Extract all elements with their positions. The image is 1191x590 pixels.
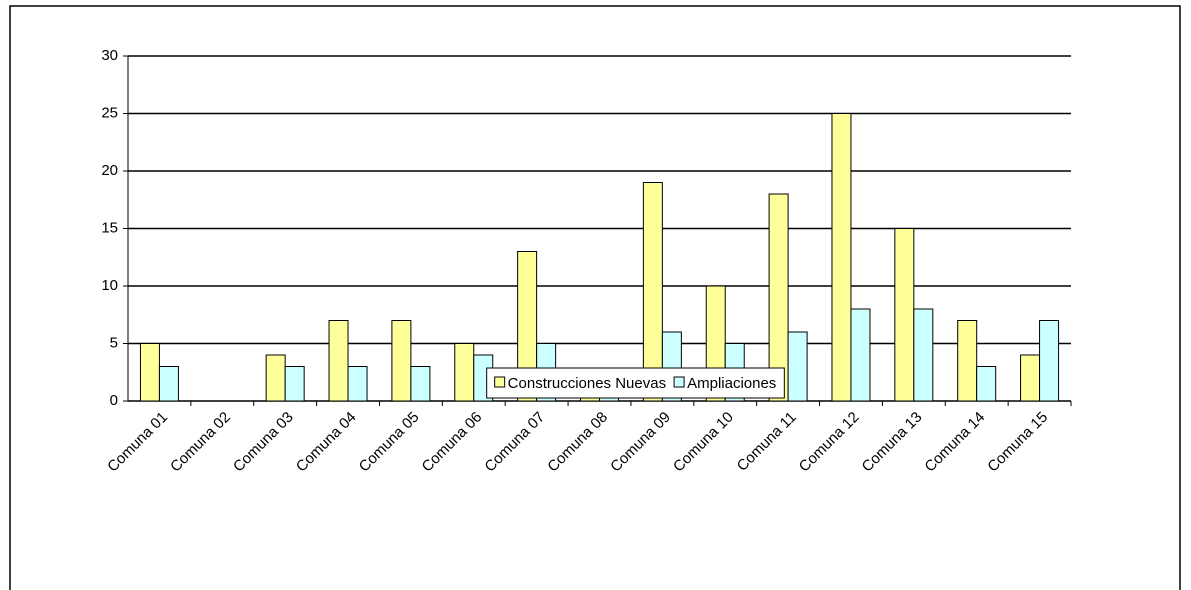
bar <box>328 320 349 402</box>
legend-label: Ampliaciones <box>687 375 776 392</box>
legend-swatch <box>494 376 506 388</box>
bar <box>454 343 475 402</box>
y-tick-label: 5 <box>110 334 118 351</box>
bar <box>139 343 160 402</box>
bar <box>284 366 305 402</box>
bar <box>976 366 997 402</box>
y-tick-label: 15 <box>101 219 118 236</box>
y-tick-label: 25 <box>101 104 118 121</box>
bar <box>913 308 934 402</box>
legend-label: Construcciones Nuevas <box>508 375 666 392</box>
chart-border <box>9 5 1181 590</box>
bar <box>391 320 412 402</box>
legend-swatch <box>673 376 685 388</box>
y-tick-label: 20 <box>101 162 118 179</box>
y-tick-label: 30 <box>101 47 118 64</box>
bar <box>1039 320 1060 402</box>
bar <box>347 366 368 402</box>
bar <box>1020 354 1041 402</box>
bar <box>850 308 871 402</box>
y-tick-label: 0 <box>110 392 118 409</box>
bar <box>410 366 431 402</box>
bar <box>787 331 808 402</box>
bar <box>158 366 179 402</box>
bar <box>894 228 915 402</box>
legend-box <box>486 367 785 399</box>
y-tick-label: 10 <box>101 277 118 294</box>
bar <box>265 354 286 402</box>
bar <box>957 320 978 402</box>
bar <box>831 113 852 402</box>
legend: Construcciones Nuevas Ampliaciones <box>486 367 785 399</box>
